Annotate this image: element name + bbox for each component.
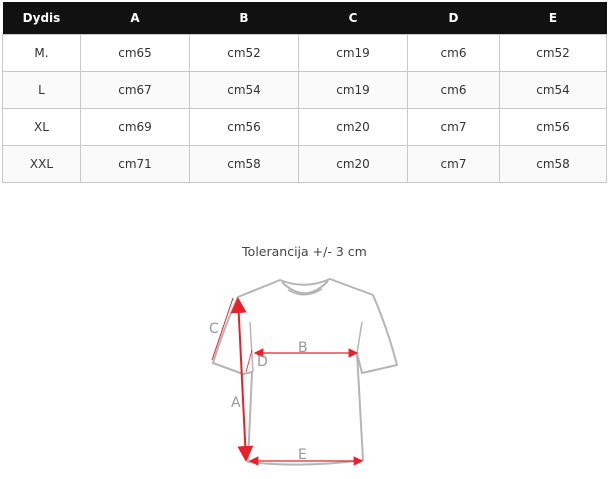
header-c: C bbox=[298, 2, 408, 35]
arrow-a bbox=[230, 297, 254, 462]
measurement-cell: cm20 bbox=[298, 108, 408, 146]
label-b: B bbox=[298, 340, 308, 356]
table-header-row: Dydis A B C D E bbox=[2, 2, 607, 35]
measurement-cell: cm54 bbox=[189, 71, 299, 109]
measurement-cell: cm71 bbox=[80, 145, 190, 183]
measurement-cell: cm7 bbox=[407, 145, 500, 183]
header-size: Dydis bbox=[2, 2, 81, 35]
measurement-cell: cm65 bbox=[80, 34, 190, 72]
table-row: M. cm65 cm52 cm19 cm6 cm52 bbox=[2, 34, 607, 72]
label-d: D bbox=[257, 354, 268, 370]
tshirt-outline bbox=[212, 278, 398, 466]
measurement-cell: cm58 bbox=[189, 145, 299, 183]
measurement-cell: cm58 bbox=[499, 145, 607, 183]
measurement-cell: cm19 bbox=[298, 71, 408, 109]
measure-arrows bbox=[211, 297, 364, 466]
size-cell: L bbox=[2, 71, 81, 109]
label-c: C bbox=[209, 321, 219, 337]
measurement-cell: cm6 bbox=[407, 71, 500, 109]
arrow-c bbox=[211, 297, 234, 361]
measurement-cell: cm56 bbox=[189, 108, 299, 146]
arrow-d bbox=[245, 349, 253, 373]
label-a: A bbox=[231, 395, 241, 411]
measurement-cell: cm67 bbox=[80, 71, 190, 109]
measurement-cell: cm54 bbox=[499, 71, 607, 109]
header-a: A bbox=[80, 2, 190, 35]
label-e: E bbox=[298, 447, 307, 463]
measurement-cell: cm69 bbox=[80, 108, 190, 146]
tolerance-note: Tolerancija +/- 3 cm bbox=[242, 244, 367, 259]
measurement-cell: cm20 bbox=[298, 145, 408, 183]
header-b: B bbox=[189, 2, 299, 35]
measurement-cell: cm6 bbox=[407, 34, 500, 72]
measurement-cell: cm19 bbox=[298, 34, 408, 72]
header-d: D bbox=[407, 2, 500, 35]
measurement-cell: cm52 bbox=[189, 34, 299, 72]
header-e: E bbox=[499, 2, 607, 35]
table-row: XXL cm71 cm58 cm20 cm7 cm58 bbox=[2, 145, 607, 183]
size-cell: XXL bbox=[2, 145, 81, 183]
